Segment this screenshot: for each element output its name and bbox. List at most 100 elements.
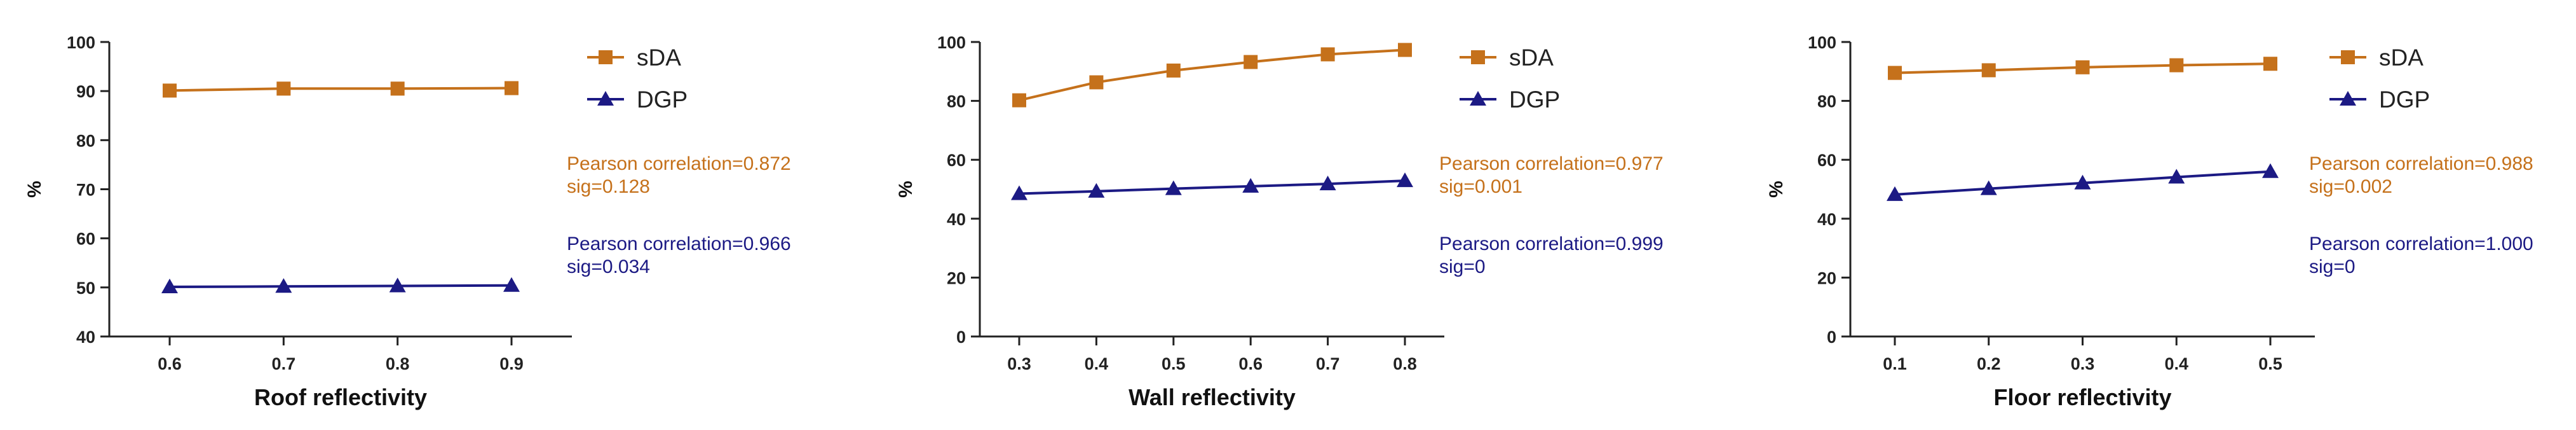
significance-text: sig=0.128: [567, 176, 650, 197]
pearson-correlation-text: Pearson correlation=0.966: [567, 233, 791, 254]
series-line-sDA: [1019, 48, 1406, 102]
data-point-DGP: [1397, 172, 1413, 188]
significance-text: sig=0: [1439, 256, 1486, 277]
chart-panel-1: 40 50 60 70 80 90 100 0.6 0.7 0.8 0.9 Roof reflecti…: [24, 33, 791, 410]
data-point-sDA: [1398, 43, 1412, 57]
pearson-correlation-text: Pearson correlation=0.988: [2309, 153, 2533, 174]
data-point-DGP: [1011, 185, 1027, 200]
y-tick-label: 60: [947, 151, 966, 170]
x-tick-label: 0.8: [1393, 354, 1417, 373]
data-point-DGP: [503, 277, 520, 292]
y-tick-label: 100: [1808, 33, 1836, 52]
y-axis-title: %: [1766, 181, 1787, 198]
series-DGP: [1011, 172, 1413, 200]
x-tick-label: 0.7: [1316, 354, 1340, 373]
data-point-DGP: [1242, 177, 1259, 193]
legend: sDA DGP: [2329, 45, 2430, 113]
y-tick-label: 70: [76, 181, 95, 200]
legend-marker-sDA: [2341, 50, 2355, 64]
data-point-DGP: [389, 277, 406, 293]
data-point-sDA: [390, 81, 405, 96]
significance-text: sig=0.034: [567, 256, 650, 277]
data-point-sDA: [2169, 58, 2184, 73]
data-point-sDA: [1166, 63, 1181, 78]
x-tick-label: 0.3: [1007, 354, 1031, 373]
y-tick-label: 50: [76, 279, 95, 298]
chart-panel-2: 0 20 40 60 80 100 0.3 0.4 0.5 0.6 0.7 0.8 Wall refle…: [895, 33, 1664, 410]
x-tick-label: 0.5: [2258, 354, 2282, 373]
series-line-DGP: [169, 284, 512, 289]
x-axis-title: Wall reflectivity: [1129, 384, 1296, 410]
legend-marker-DGP: [1470, 91, 1486, 106]
significance-text: sig=0.002: [2309, 176, 2392, 197]
significance-text: sig=0.001: [1439, 176, 1522, 197]
series-sDA: [163, 81, 519, 98]
legend-label-sDA: sDA: [637, 45, 681, 71]
y-tick-label: 90: [76, 82, 95, 101]
x-tick-label: 0.1: [1883, 354, 1907, 373]
y-axis-title: %: [24, 181, 45, 198]
y-tick-label: 60: [1817, 151, 1836, 170]
data-point-sDA: [505, 81, 519, 95]
series-line-sDA: [169, 87, 512, 92]
legend: sDA DGP: [587, 45, 688, 113]
y-tick-label: 80: [947, 92, 966, 111]
y-tick-label: 80: [1817, 92, 1836, 111]
data-point-DGP: [2074, 174, 2091, 190]
data-point-sDA: [2263, 57, 2277, 71]
y-tick-label: 40: [76, 328, 95, 347]
y-axis-title: %: [895, 181, 916, 198]
y-tick-label: 40: [947, 210, 966, 229]
significance-text: sig=0: [2309, 256, 2356, 277]
data-point-DGP: [161, 279, 178, 294]
y-tick-label: 100: [67, 33, 95, 52]
data-point-sDA: [1981, 63, 1996, 78]
series-DGP: [161, 277, 520, 294]
y-tick-label: 0: [956, 328, 966, 347]
data-point-DGP: [2168, 169, 2185, 184]
legend-label-DGP: DGP: [1509, 87, 1560, 113]
x-tick-label: 0.6: [158, 354, 182, 373]
legend-label-sDA: sDA: [1509, 45, 1554, 71]
data-point-sDA: [276, 81, 291, 96]
series-sDA: [1012, 43, 1412, 108]
legend: sDA DGP: [1460, 45, 1560, 113]
legend-label-DGP: DGP: [637, 87, 688, 113]
data-point-DGP: [1165, 180, 1182, 195]
legend-label-DGP: DGP: [2379, 87, 2430, 113]
legend-marker-DGP: [597, 91, 614, 106]
pearson-correlation-text: Pearson correlation=0.999: [1439, 233, 1664, 254]
pearson-correlation-text: Pearson correlation=0.872: [567, 153, 791, 174]
pearson-correlation-text: Pearson correlation=1.000: [2309, 233, 2533, 254]
legend-marker-sDA: [1471, 50, 1485, 64]
x-tick-label: 0.7: [272, 354, 296, 373]
series-line-DGP: [1019, 179, 1406, 195]
x-axis-title: Floor reflectivity: [1993, 384, 2171, 410]
data-point-DGP: [1088, 183, 1105, 198]
x-tick-label: 0.4: [1085, 354, 1109, 373]
x-tick-label: 0.2: [1977, 354, 2001, 373]
series-sDA: [1888, 57, 2277, 80]
x-tick-label: 0.9: [499, 354, 524, 373]
y-tick-label: 0: [1827, 328, 1836, 347]
x-tick-label: 0.8: [386, 354, 410, 373]
data-point-DGP: [2262, 163, 2279, 178]
x-axis-title: Roof reflectivity: [254, 384, 427, 410]
series-DGP: [1887, 163, 2279, 201]
x-tick-label: 0.4: [2164, 354, 2188, 373]
x-tick-label: 0.6: [1238, 354, 1263, 373]
data-point-DGP: [1319, 176, 1336, 191]
x-tick-label: 0.3: [2071, 354, 2095, 373]
y-tick-label: 20: [1817, 268, 1836, 288]
y-tick-label: 20: [947, 268, 966, 288]
data-point-DGP: [1980, 180, 1997, 195]
data-point-DGP: [1887, 186, 1903, 201]
y-tick-label: 100: [937, 33, 966, 52]
pearson-correlation-text: Pearson correlation=0.977: [1439, 153, 1664, 174]
